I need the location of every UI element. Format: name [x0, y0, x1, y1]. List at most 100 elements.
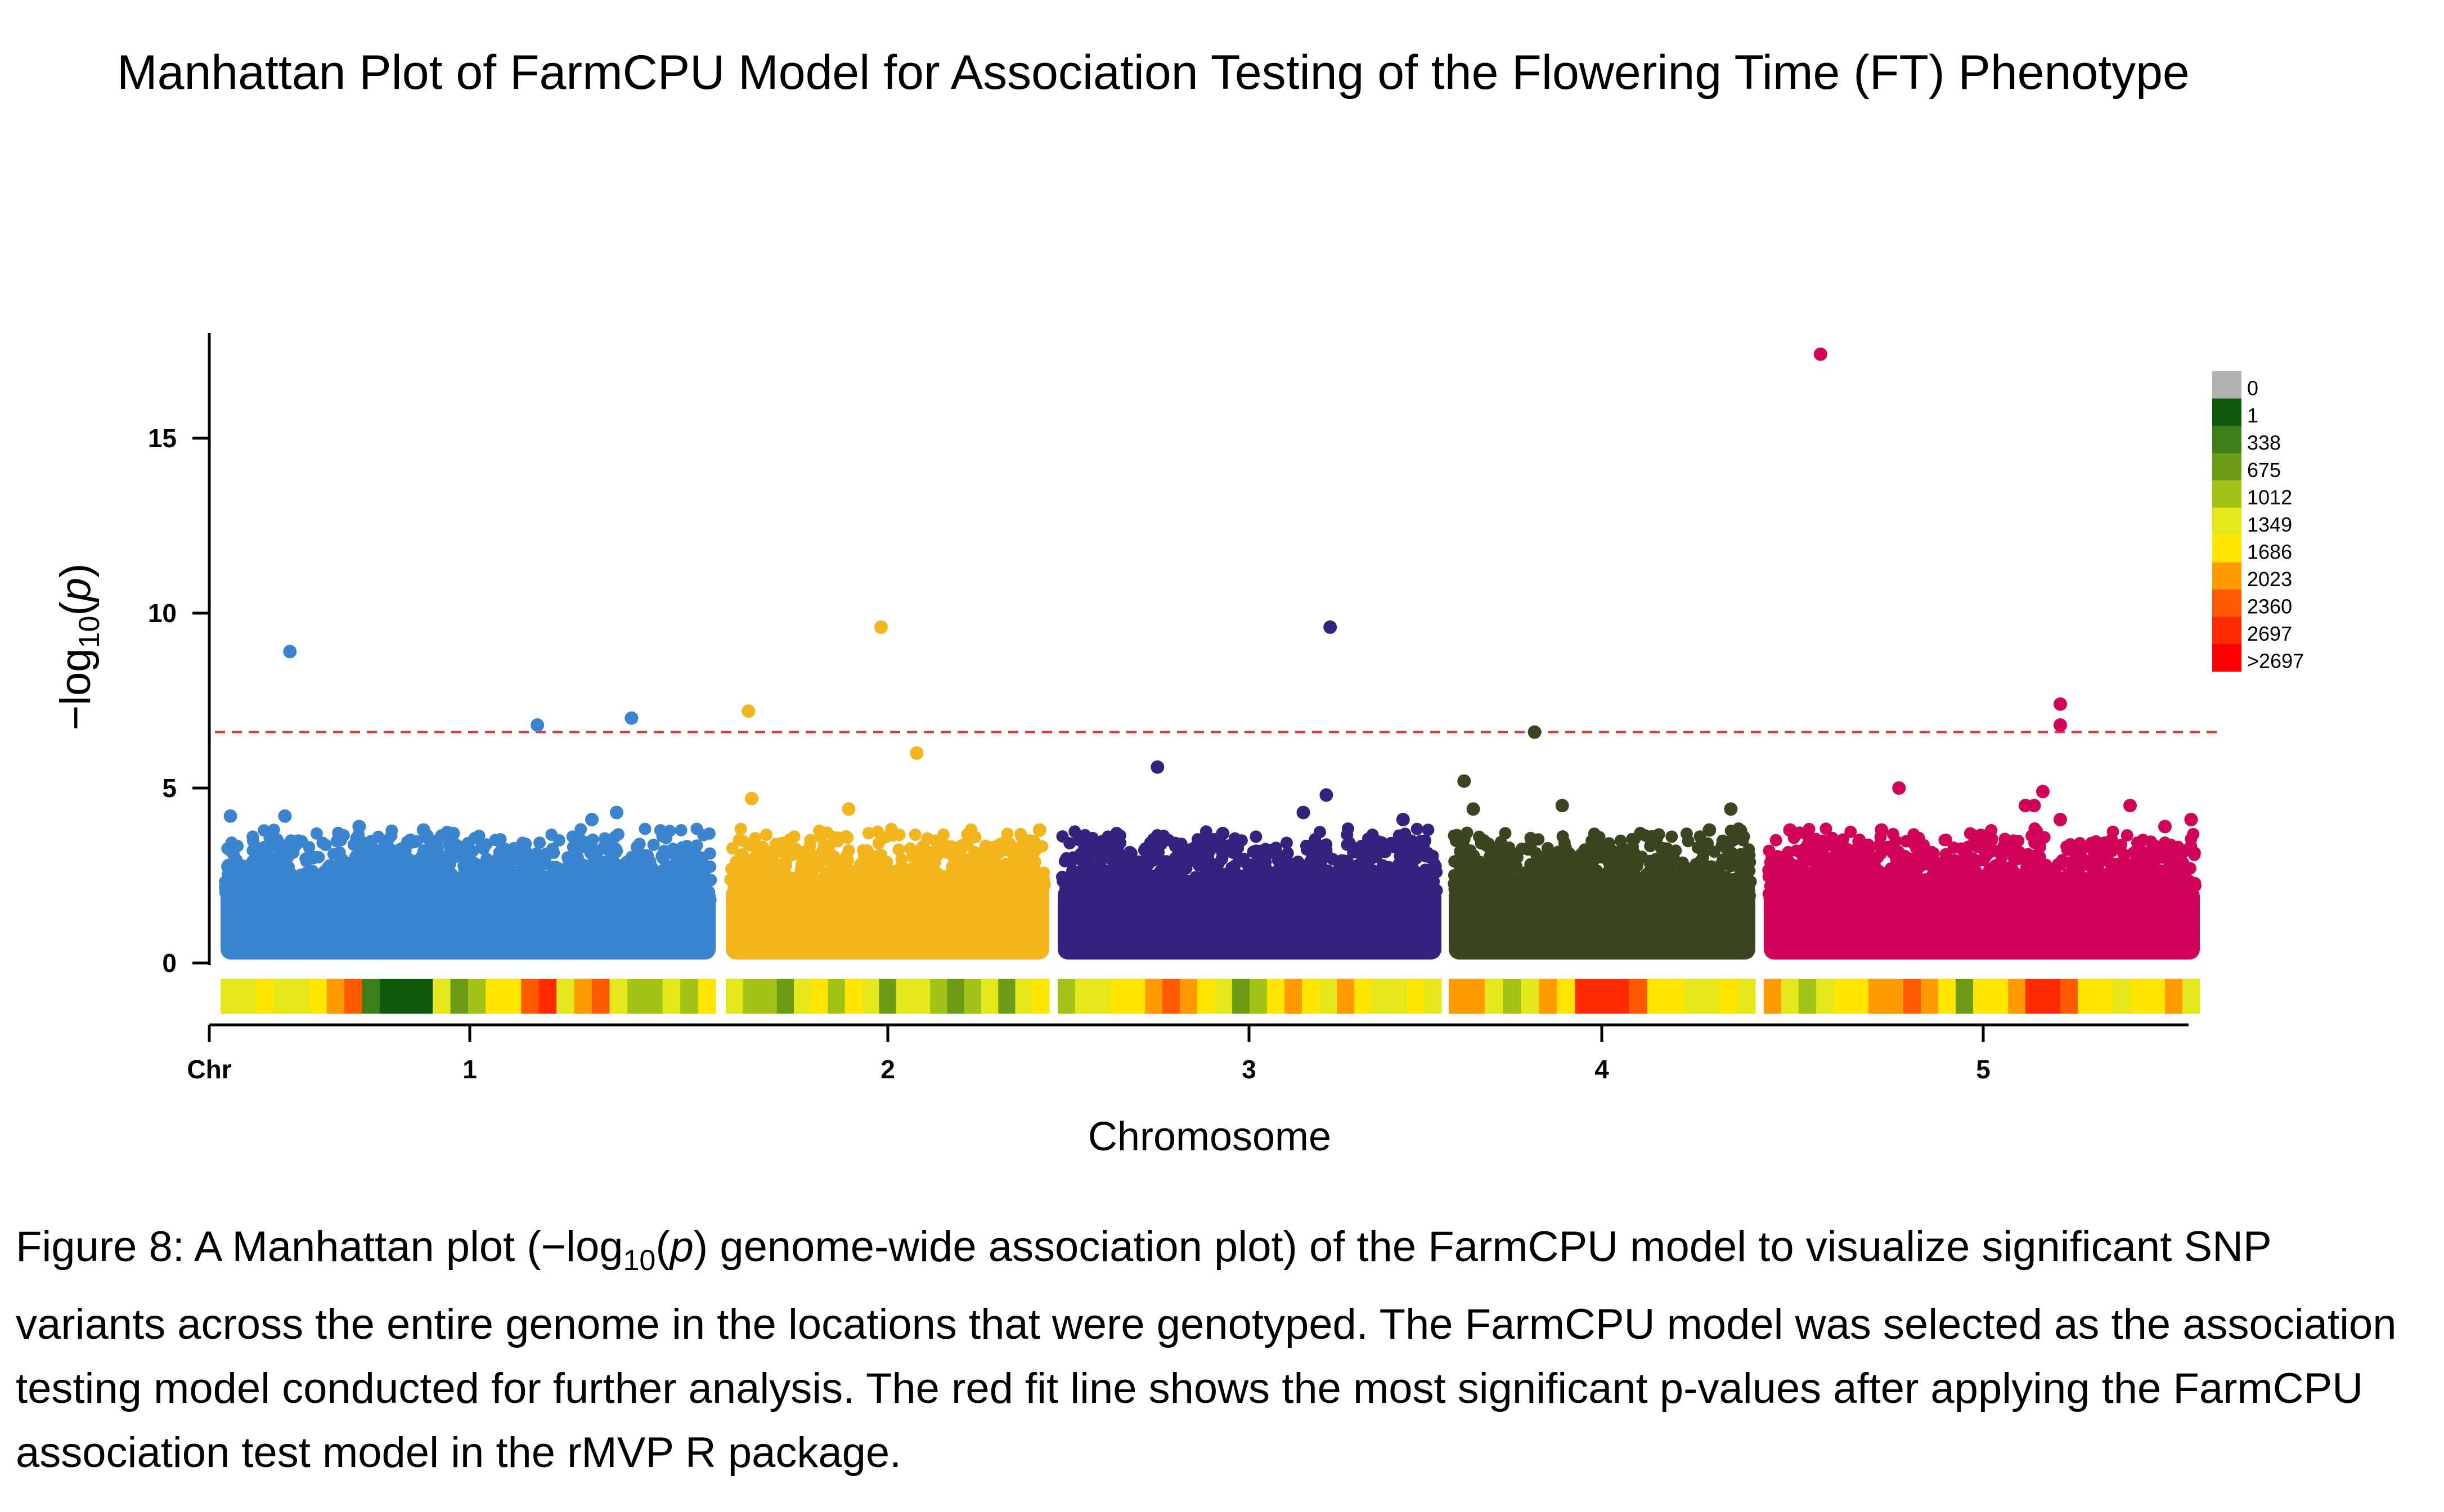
chart-title: Manhattan Plot of FarmCPU Model for Asso… [117, 46, 2190, 100]
snp-point [1223, 839, 1236, 852]
snp-point [1274, 871, 1286, 884]
snp-point [1369, 875, 1382, 888]
snp-point [495, 874, 508, 887]
chr-1-base-cloud [221, 886, 716, 960]
snp-point [1341, 838, 1354, 851]
snp-point [1597, 880, 1610, 893]
snp-point [835, 892, 848, 905]
snp-point [448, 872, 461, 885]
snp-point [475, 839, 488, 852]
snp-point [298, 891, 311, 904]
snp-point [394, 854, 406, 867]
snp-point [906, 850, 919, 863]
snp-point [880, 856, 893, 868]
snp-point [1300, 839, 1313, 852]
snp-point [357, 875, 370, 888]
snp-point [392, 883, 405, 896]
snp-point [612, 828, 625, 841]
snp-point [1155, 854, 1168, 867]
snp-point [1475, 837, 1488, 850]
snp-point [1362, 832, 1374, 845]
snp-point [385, 868, 398, 881]
snp-point [1250, 830, 1263, 843]
snp-point [1515, 889, 1528, 902]
snp-point [827, 872, 840, 885]
snp-point [313, 886, 326, 899]
snp-point [1633, 889, 1646, 902]
snp-point [760, 829, 772, 841]
snp-point [446, 840, 459, 853]
snp-point [399, 844, 412, 857]
snp-point [684, 886, 697, 899]
snp-point [332, 891, 345, 904]
snp-point [1567, 871, 1580, 883]
snp-point [1741, 876, 1754, 889]
snp-point [514, 884, 527, 897]
snp-point [527, 865, 540, 878]
snp-point [936, 874, 949, 887]
snp-point [408, 887, 421, 900]
snp-point [801, 850, 814, 863]
snp-point [378, 848, 390, 861]
snp-point [496, 842, 509, 855]
snp-point [731, 877, 744, 890]
snp-point [841, 831, 854, 844]
snp-point [1056, 871, 1068, 883]
snp-point [1114, 836, 1127, 849]
snp-point [329, 861, 342, 873]
snp-point [753, 876, 766, 889]
snp-point [996, 887, 1009, 899]
snp-point-clouds [219, 822, 2202, 960]
snp-point [424, 879, 437, 892]
snp-point [905, 862, 918, 875]
snp-point [599, 889, 612, 902]
snp-point [841, 879, 853, 891]
snp-point [1188, 842, 1201, 854]
snp-point [333, 873, 345, 886]
snp-point [1620, 889, 1633, 902]
snp-point [1742, 843, 1755, 856]
snp-point [1651, 853, 1664, 866]
snp-point [478, 860, 491, 873]
snp-point [1199, 825, 1212, 838]
snp-point [470, 860, 482, 872]
snp-point [979, 839, 992, 852]
snp-point [568, 891, 581, 904]
snp-point [507, 853, 520, 866]
snp-point [1238, 891, 1251, 904]
snp-point [516, 845, 529, 858]
snp-point [1662, 854, 1675, 867]
snp-point [1600, 843, 1612, 856]
snp-point [1542, 856, 1555, 868]
snp-point [614, 890, 627, 903]
snp-point [637, 848, 650, 861]
snp-point [955, 862, 968, 875]
snp-point [1530, 852, 1543, 865]
snp-point [1329, 889, 1342, 902]
snp-point [877, 888, 889, 901]
snp-point [404, 833, 417, 846]
snp-point [1642, 831, 1655, 844]
snp-point [222, 866, 235, 879]
snp-point [574, 879, 587, 892]
snp-point [971, 874, 984, 887]
snp-point [367, 885, 380, 898]
snp-point [562, 853, 575, 866]
snp-point [1593, 893, 1606, 906]
snp-point [1587, 836, 1600, 849]
snp-point [961, 828, 974, 841]
snp-point [348, 882, 361, 895]
snp-point [1665, 830, 1678, 843]
snp-point [762, 854, 775, 866]
snp-point [1154, 865, 1167, 878]
snp-point [1126, 858, 1139, 871]
snp-point [258, 824, 271, 837]
snp-point [1137, 861, 1150, 874]
snp-point [601, 843, 614, 856]
snp-point [1368, 893, 1381, 906]
snp-point [916, 866, 928, 879]
snp-point [1724, 835, 1736, 848]
snp-point [219, 881, 232, 893]
snp-point [586, 833, 599, 846]
